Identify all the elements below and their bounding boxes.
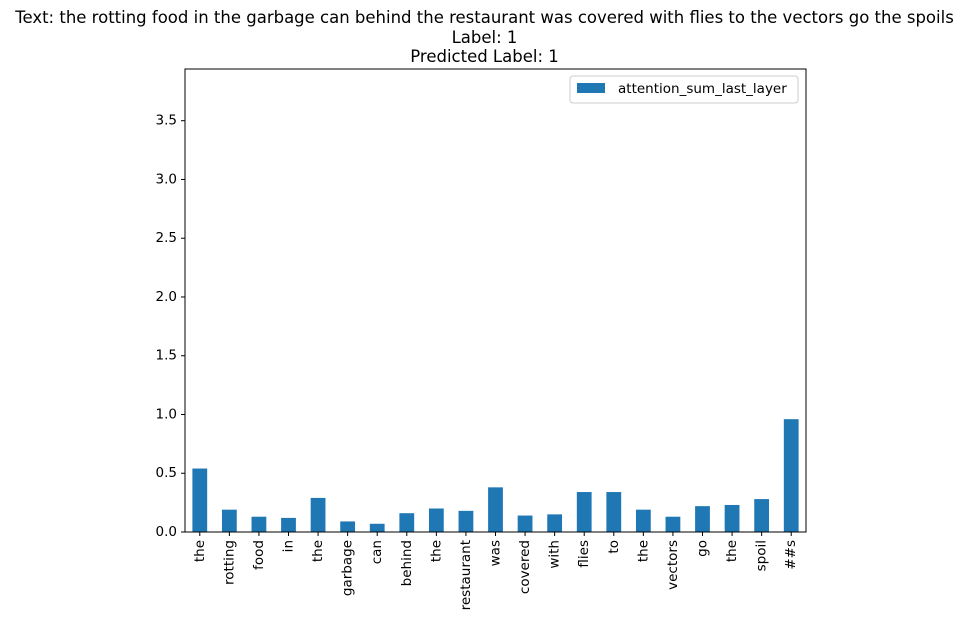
y-tick-label: 3.0 <box>156 171 177 187</box>
y-tick-label: 2.0 <box>156 289 177 305</box>
bar-12 <box>547 514 563 532</box>
x-tick-label: restaurant <box>458 540 474 610</box>
bar-8 <box>428 508 444 532</box>
bar-10 <box>488 487 503 532</box>
title-line-text: Text: the rotting food in the garbage ca… <box>15 8 954 27</box>
x-tick-label: go <box>695 540 711 557</box>
x-tick-label: in <box>281 540 297 552</box>
x-tick-label: vectors <box>665 540 681 590</box>
x-tick-label: behind <box>399 540 415 586</box>
x-tick-label: to <box>606 540 622 554</box>
y-tick-label: 2.5 <box>156 230 177 246</box>
x-tick-label: was <box>488 540 504 566</box>
bar-9 <box>458 510 474 532</box>
x-tick-label: the <box>310 540 326 562</box>
x-tick-label: ##s <box>783 540 799 570</box>
x-tick-label: the <box>428 540 444 562</box>
y-tick-label: 1.5 <box>156 348 177 364</box>
x-tick-label: spoil <box>754 540 770 571</box>
title-line-predicted: Predicted Label: 1 <box>410 47 559 66</box>
bar-4 <box>310 497 326 532</box>
bar-7 <box>399 513 415 532</box>
bar-20 <box>783 419 799 532</box>
bar-19 <box>754 499 770 532</box>
bar-1 <box>221 509 237 532</box>
x-tick-label: the <box>192 540 208 562</box>
bar-11 <box>517 515 533 532</box>
x-tick-label: can <box>369 540 385 564</box>
bar-5 <box>340 521 356 532</box>
bar-6 <box>369 523 385 532</box>
bar-group <box>192 419 799 532</box>
y-tick-label: 1.0 <box>156 406 177 422</box>
bar-18 <box>724 504 740 532</box>
x-tick-label: covered <box>517 540 533 594</box>
x-tick-label: rotting <box>221 540 237 585</box>
bar-14 <box>606 492 622 532</box>
bar-0 <box>192 468 208 532</box>
y-axis: 0.0 0.5 1.0 1.5 2.0 2.5 3.0 3.5 <box>156 113 185 540</box>
y-tick-label: 3.5 <box>156 113 177 129</box>
bar-17 <box>695 506 710 532</box>
x-tick-label: garbage <box>340 540 356 596</box>
chart-title: Text: the rotting food in the garbage ca… <box>0 8 969 67</box>
plot-frame <box>184 68 807 533</box>
bar-15 <box>635 509 651 532</box>
legend: attention_sum_last_layer <box>569 75 799 104</box>
bar-13 <box>576 492 592 532</box>
legend-label: attention_sum_last_layer <box>618 81 787 97</box>
y-tick-label: 0.0 <box>156 524 177 540</box>
legend-box <box>569 75 799 104</box>
bar-2 <box>251 516 267 532</box>
title-line-label: Label: 1 <box>451 27 518 47</box>
x-tick-label: the <box>724 540 740 562</box>
x-tick-label: flies <box>576 540 592 568</box>
x-axis: the rotting food in the garbage can behind the re… <box>192 532 799 610</box>
bar-3 <box>281 517 296 532</box>
legend-swatch <box>577 83 605 93</box>
x-tick-label: the <box>635 540 651 562</box>
y-tick-label: 0.5 <box>156 465 177 481</box>
x-tick-label: with <box>547 540 563 569</box>
x-tick-label: food <box>251 540 267 570</box>
bar-16 <box>665 516 681 532</box>
